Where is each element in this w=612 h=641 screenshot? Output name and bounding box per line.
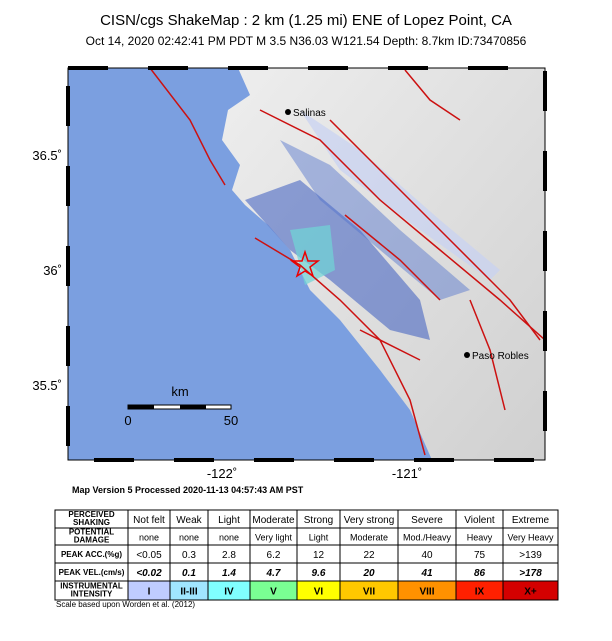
scale-bar: km 0 50	[124, 384, 238, 428]
map-frame	[67, 67, 546, 461]
table-value: none	[139, 533, 159, 543]
table-value: IX	[475, 587, 485, 598]
row-header: PERCEIVED SHAKING	[68, 510, 114, 527]
table-cell	[502, 580, 559, 601]
lat-label: 35.5˚	[32, 378, 62, 393]
table-value: 12	[313, 550, 325, 561]
table-value: I	[148, 587, 151, 598]
table-value: 1.4	[222, 568, 236, 579]
table-value: Very strong	[344, 515, 395, 526]
table-value: Weak	[176, 515, 202, 526]
city-marker	[464, 352, 470, 358]
table-value: X+	[524, 587, 537, 598]
table-value: 20	[362, 568, 375, 579]
table-value: Not felt	[133, 515, 165, 526]
table-value: VII	[363, 587, 375, 598]
table-value: Mod./Heavy	[403, 533, 452, 543]
table-value: <0.02	[136, 568, 162, 579]
table-value: none	[179, 533, 199, 543]
table-value: 0.3	[182, 550, 196, 561]
lat-label: 36.5˚	[32, 148, 62, 163]
lon-label: -122˚	[207, 466, 237, 481]
shaking-region	[245, 180, 430, 340]
shaking-region	[280, 140, 470, 300]
table-value: 40	[421, 550, 433, 561]
table-value: IV	[224, 587, 234, 598]
table-value: 4.7	[266, 568, 281, 579]
city-label: Salinas	[293, 108, 326, 119]
shaking-region	[300, 110, 500, 280]
map-area	[68, 68, 545, 460]
row-header: POTENTIAL DAMAGE	[69, 528, 114, 545]
table-value: Strong	[304, 515, 333, 526]
shaking-region	[290, 225, 335, 285]
table-value: V	[270, 587, 277, 598]
table-value: 2.8	[222, 550, 236, 561]
table-value: 22	[363, 550, 375, 561]
table-value: Light	[309, 533, 329, 543]
table-value: II-III	[180, 587, 197, 598]
table-value: none	[219, 533, 239, 543]
lat-label: 36˚	[43, 263, 62, 278]
table-value: 9.6	[312, 568, 326, 579]
scale-tick: 0	[124, 413, 131, 428]
row-header: PEAK VEL.(cm/s)	[59, 568, 125, 577]
table-value: >139	[519, 550, 542, 561]
epicenter	[289, 249, 321, 278]
map-subtitle: Oct 14, 2020 02:42:41 PM PDT M 3.5 N36.0…	[86, 34, 527, 48]
table-value: 86	[474, 568, 486, 579]
table-value: Moderate	[350, 533, 388, 543]
table-value: Light	[218, 515, 240, 526]
map-title: CISN/cgs ShakeMap : 2 km (1.25 mi) ENE o…	[100, 12, 512, 29]
table-value: VI	[314, 587, 324, 598]
row-header: PEAK ACC.(%g)	[61, 550, 122, 559]
table-value: Severe	[411, 515, 443, 526]
scale-bar-seg	[128, 405, 154, 409]
table-value: VIII	[419, 587, 434, 598]
table-value: Violent	[464, 515, 495, 526]
table-value: 41	[420, 568, 433, 579]
table-value: 0.1	[182, 568, 196, 579]
table-value: Moderate	[252, 515, 295, 526]
city-label: Paso Robles	[472, 351, 529, 362]
intensity-table: PERCEIVED SHAKING Not felt Weak Light Moderat…	[54, 509, 559, 601]
table-value: 75	[474, 550, 486, 561]
map-version: Map Version 5 Processed 2020-11-13 04:57…	[72, 485, 304, 495]
table-value: <0.05	[136, 550, 162, 561]
scale-unit: km	[171, 384, 188, 399]
table-value: Very Heavy	[507, 533, 554, 543]
row-header: INSTRUMENTAL INTENSITY	[60, 582, 123, 599]
scale-tick: 50	[224, 413, 238, 428]
scale-bar-seg	[180, 405, 206, 409]
table-value: Very light	[255, 533, 293, 543]
footnote: Scale based upon Worden et al. (2012)	[56, 600, 195, 609]
city-marker	[285, 109, 291, 115]
table-value: Extreme	[512, 515, 550, 526]
lon-label: -121˚	[392, 466, 422, 481]
table-value: >178	[519, 568, 542, 579]
table-value: 6.2	[267, 550, 281, 561]
table-value: Heavy	[467, 533, 493, 543]
